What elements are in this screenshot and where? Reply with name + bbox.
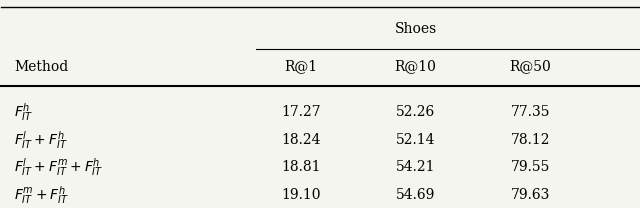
Text: $F_{IT}^{m} + F_{IT}^{h}$: $F_{IT}^{m} + F_{IT}^{h}$ — [14, 184, 69, 206]
Text: 79.55: 79.55 — [511, 160, 550, 174]
Text: 79.63: 79.63 — [511, 188, 550, 202]
Text: Shoes: Shoes — [394, 22, 436, 36]
Text: 18.81: 18.81 — [281, 160, 321, 174]
Text: 52.26: 52.26 — [396, 105, 435, 119]
Text: 77.35: 77.35 — [511, 105, 550, 119]
Text: 54.21: 54.21 — [396, 160, 435, 174]
Text: R@1: R@1 — [284, 59, 317, 74]
Text: 78.12: 78.12 — [511, 133, 550, 147]
Text: $F_{IT}^{h}$: $F_{IT}^{h}$ — [14, 101, 33, 123]
Text: 17.27: 17.27 — [281, 105, 321, 119]
Text: $F_{IT}^{l} + F_{IT}^{h}$: $F_{IT}^{l} + F_{IT}^{h}$ — [14, 129, 68, 151]
Text: Method: Method — [14, 59, 68, 74]
Text: R@50: R@50 — [509, 59, 551, 74]
Text: 18.24: 18.24 — [281, 133, 321, 147]
Text: R@10: R@10 — [395, 59, 436, 74]
Text: 54.69: 54.69 — [396, 188, 435, 202]
Text: 19.10: 19.10 — [281, 188, 321, 202]
Text: 52.14: 52.14 — [396, 133, 435, 147]
Text: $F_{IT}^{l} + F_{IT}^{m} + F_{IT}^{h}$: $F_{IT}^{l} + F_{IT}^{m} + F_{IT}^{h}$ — [14, 156, 104, 178]
